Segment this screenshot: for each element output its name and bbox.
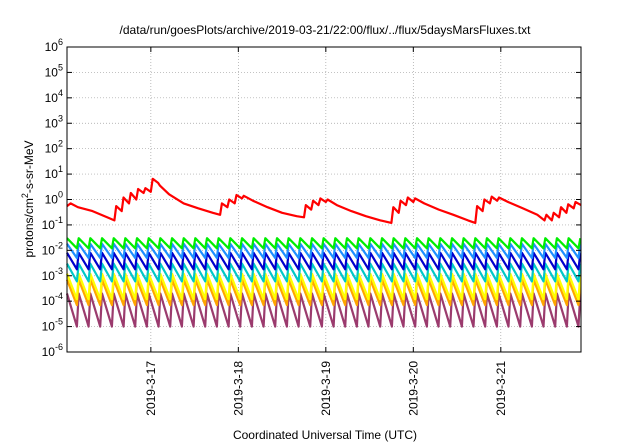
y-tick-label: 106 bbox=[45, 37, 63, 54]
x-tick-label: 2019-3-19 bbox=[319, 361, 333, 416]
y-tick-exponent: 5 bbox=[58, 62, 63, 72]
y-tick-base: 10 bbox=[45, 167, 59, 181]
y-tick-label: 10-6 bbox=[42, 342, 63, 359]
series-line bbox=[66, 262, 582, 283]
y-tick-base: 10 bbox=[45, 116, 59, 130]
y-axis-ticks: 10-610-510-410-310-210-11001011021031041… bbox=[42, 37, 581, 359]
y-tick-base: 10 bbox=[45, 40, 59, 54]
series-line bbox=[66, 177, 582, 224]
y-tick-label: 100 bbox=[45, 190, 63, 207]
series-line bbox=[66, 237, 582, 250]
y-tick-exponent: -2 bbox=[55, 240, 63, 250]
y-axis-label-sup: 2 bbox=[20, 193, 30, 198]
y-tick-label: 103 bbox=[45, 113, 63, 130]
y-axis-label-base: protons/cm bbox=[22, 198, 36, 257]
x-tick-label: 2019-3-21 bbox=[494, 361, 508, 416]
y-tick-label: 10-1 bbox=[42, 215, 63, 232]
y-tick-label: 10-4 bbox=[42, 291, 63, 308]
y-tick-base: 10 bbox=[42, 243, 56, 257]
y-tick-base: 10 bbox=[45, 91, 59, 105]
y-tick-exponent: 4 bbox=[58, 88, 63, 98]
y-tick-exponent: -1 bbox=[55, 215, 63, 225]
y-tick-label: 105 bbox=[45, 62, 63, 79]
y-tick-base: 10 bbox=[45, 193, 59, 207]
y-tick-base: 10 bbox=[42, 269, 56, 283]
y-axis-label: protons/cm2-s-sr-MeV bbox=[20, 140, 36, 257]
y-tick-base: 10 bbox=[45, 65, 59, 79]
y-tick-exponent: 6 bbox=[58, 37, 63, 47]
y-tick-base: 10 bbox=[42, 218, 56, 232]
y-tick-label: 104 bbox=[45, 88, 63, 105]
y-tick-exponent: -4 bbox=[55, 291, 63, 301]
y-tick-label: 10-5 bbox=[42, 317, 63, 334]
x-axis-ticks: 2019-3-17 2019-3-18 2019-3-19 2019-3-20 2019… bbox=[144, 47, 508, 416]
y-tick-exponent: -5 bbox=[55, 317, 63, 327]
y-tick-exponent: 1 bbox=[58, 164, 63, 174]
x-tick-label: 2019-3-18 bbox=[231, 361, 245, 416]
y-tick-label: 102 bbox=[45, 139, 63, 156]
y-tick-exponent: 2 bbox=[58, 139, 63, 149]
chart-title: /data/run/goesPlots/archive/2019-03-21/2… bbox=[120, 23, 532, 37]
y-tick-label: 10-2 bbox=[42, 240, 63, 257]
y-tick-base: 10 bbox=[45, 142, 59, 156]
y-axis-label-rest: -s-sr-MeV bbox=[22, 140, 36, 193]
y-tick-exponent: 0 bbox=[58, 190, 63, 200]
y-tick-exponent: -3 bbox=[55, 266, 63, 276]
y-tick-label: 10-3 bbox=[42, 266, 63, 283]
x-tick-label: 2019-3-20 bbox=[406, 361, 420, 416]
y-tick-exponent: -6 bbox=[55, 342, 63, 352]
y-tick-base: 10 bbox=[42, 320, 56, 334]
y-tick-label: 101 bbox=[45, 164, 63, 181]
series-group bbox=[65, 177, 582, 328]
x-axis-label: Coordinated Universal Time (UTC) bbox=[233, 428, 417, 442]
x-tick-label: 2019-3-17 bbox=[144, 361, 158, 416]
y-tick-base: 10 bbox=[42, 294, 56, 308]
y-tick-base: 10 bbox=[42, 345, 56, 359]
y-tick-exponent: 3 bbox=[58, 113, 63, 123]
